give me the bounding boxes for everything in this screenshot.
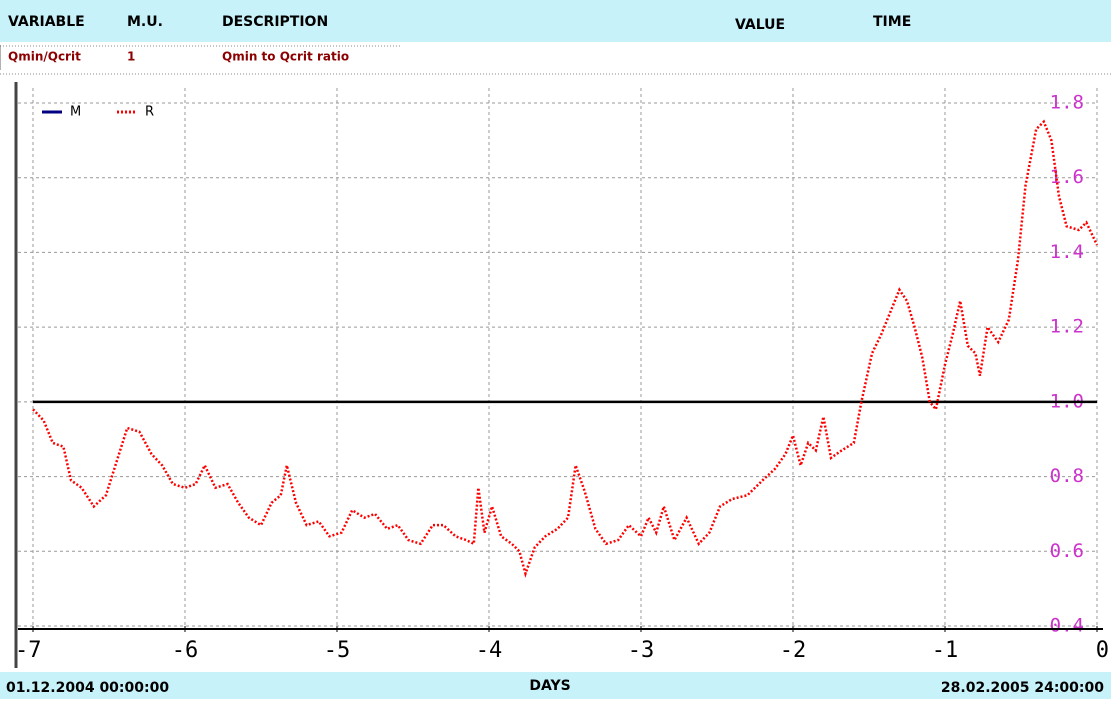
cell: Qmin to Qcrit ratio: [222, 50, 349, 64]
y-tick-label: 1.2: [1050, 316, 1084, 338]
x-tick-label: 0: [1096, 638, 1109, 663]
y-tick-label: 1.4: [1050, 241, 1084, 263]
x-tick-label: -2: [780, 638, 807, 663]
y-tick-label: 0.8: [1050, 465, 1084, 487]
start-date: 01.12.2004 00:00:00: [6, 680, 169, 696]
legend-label: M: [70, 105, 81, 120]
x-tick-label: -5: [324, 638, 351, 663]
x-tick-label: -7: [15, 638, 42, 663]
x-tick-label: -6: [172, 638, 199, 663]
y-tick-label: 1.8: [1050, 92, 1084, 114]
end-date: 28.02.2005 24:00:00: [941, 680, 1104, 696]
x-axis-label: DAYS: [529, 678, 570, 694]
x-tick-label: -4: [476, 638, 503, 663]
y-tick-label: 1.6: [1050, 166, 1084, 188]
cell: 1: [127, 50, 135, 64]
footer-bar: [0, 672, 1111, 699]
col-header: M.U.: [127, 14, 163, 30]
col-header: TIME: [873, 14, 911, 30]
y-tick-label: 0.6: [1050, 540, 1084, 562]
header-bar: [0, 0, 1111, 42]
y-tick-label: 0.4: [1050, 615, 1084, 637]
series-line: [32, 119, 1099, 578]
cell: Qmin/Qcrit: [8, 50, 81, 64]
col-header: VALUE: [735, 17, 785, 33]
col-header: VARIABLE: [8, 14, 85, 30]
col-header: DESCRIPTION: [222, 14, 328, 30]
x-tick-label: -1: [932, 638, 959, 663]
legend-label: R: [145, 105, 154, 120]
x-tick-label: -3: [628, 638, 655, 663]
